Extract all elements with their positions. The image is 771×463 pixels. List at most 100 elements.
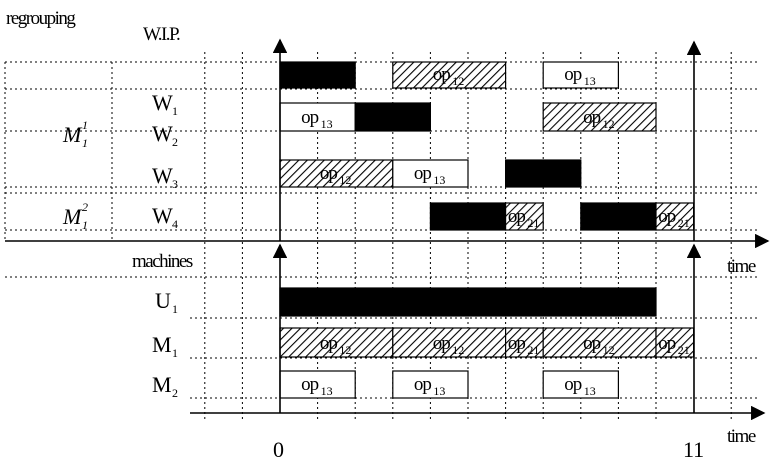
axes	[5, 38, 770, 421]
task-bar-fill	[392, 159, 469, 188]
task-op-label: op	[414, 374, 432, 395]
task-bar: op 13	[279, 102, 356, 132]
row-label-base: W	[152, 121, 173, 146]
task-bar: op 22	[429, 202, 507, 231]
task-op-subscript: 21	[678, 216, 690, 230]
task-bar: op 11	[505, 287, 582, 317]
row-label-m2: M 2	[152, 372, 178, 400]
task-bar-fill	[429, 287, 507, 317]
task-op-subscript: 11	[321, 302, 333, 316]
task-op-label: op	[508, 206, 526, 227]
task-op-label: op	[433, 64, 451, 85]
task-op-subscript: 13	[321, 117, 333, 131]
task-op-label: op	[376, 292, 394, 313]
task-op-subscript: 12	[339, 343, 351, 357]
task-bar-fill	[505, 287, 582, 317]
task-op-label: op	[602, 292, 620, 313]
task-op-label: op	[301, 374, 319, 395]
task-bar: op 11	[279, 287, 356, 317]
task-op-subscript: 22	[621, 216, 633, 230]
task-op-label: op	[583, 107, 601, 128]
task-bar: op 21	[505, 202, 544, 231]
task-op-label: op	[301, 107, 319, 128]
task-bar: op 12	[542, 327, 657, 358]
task-op-label: op	[508, 333, 526, 354]
row-label-m1: M 1	[152, 332, 178, 360]
task-op-subscript: 11	[396, 117, 408, 131]
row-label-base: M	[152, 332, 172, 357]
group-label-sup: 2	[82, 200, 88, 214]
task-bar: op 13	[542, 61, 620, 89]
task-op-label: op	[527, 163, 545, 184]
task-bar: op 12	[542, 102, 657, 132]
group-label-sub: 1	[82, 218, 88, 232]
task-bar: op 22	[580, 202, 657, 231]
row-label-sub: 2	[172, 386, 178, 400]
task-bar-fill	[542, 102, 657, 132]
task-op-subscript: 21	[527, 216, 539, 230]
task-bar: op 13	[542, 370, 620, 399]
task-bar-fill	[392, 61, 507, 89]
horizontal-grid	[5, 61, 760, 399]
row-label-base: W	[152, 203, 173, 228]
task-bar-fill	[505, 202, 544, 231]
task-bar: op 11	[354, 102, 432, 132]
task-bar: op 22	[429, 287, 507, 317]
task-bar: op 13	[392, 159, 469, 188]
task-bar-fill	[580, 287, 657, 317]
task-op-label: op	[301, 292, 319, 313]
task-op-label: op	[658, 333, 676, 354]
task-op-subscript: 12	[603, 343, 615, 357]
task-bar-fill	[580, 202, 657, 231]
group-label-base: M	[62, 204, 83, 229]
task-op-subscript: 22	[621, 302, 633, 316]
task-bar-fill	[542, 61, 620, 89]
time-label-upper: time	[727, 256, 756, 277]
task-bar: op 11	[354, 287, 432, 317]
task-bar-fill	[542, 370, 620, 399]
task-bar: op 11	[279, 61, 356, 89]
task-op-label: op	[564, 374, 582, 395]
task-op-subscript: 12	[339, 173, 351, 187]
row-label-w4: W 4	[152, 203, 178, 231]
task-bar: op 12	[392, 327, 507, 358]
task-op-subscript: 13	[433, 173, 445, 187]
tick-label-11: 11	[683, 437, 704, 462]
task-bar-fill	[279, 370, 356, 399]
row-label-sub: 4	[172, 217, 178, 231]
row-label-w1: W 1	[152, 90, 178, 118]
task-op-subscript: 21	[678, 343, 690, 357]
task-bar: op 12	[279, 327, 394, 358]
task-bar-fill	[392, 327, 507, 358]
task-op-subscript: 11	[396, 302, 408, 316]
task-bar: op 21	[505, 327, 544, 358]
task-bar-fill	[505, 327, 544, 358]
task-op-label: op	[376, 107, 394, 128]
task-op-subscript: 13	[584, 74, 596, 88]
row-label-sub: 1	[172, 346, 178, 360]
task-bar-fill	[279, 159, 394, 188]
task-bar-fill	[505, 159, 582, 188]
task-bar: op 22	[580, 287, 657, 317]
task-op-label: op	[564, 64, 582, 85]
task-op-subscript: 11	[546, 302, 558, 316]
row-label-w2: W 2	[152, 121, 178, 149]
row-label-u1: U 1	[155, 288, 178, 316]
task-op-subscript: 12	[603, 117, 615, 131]
row-label-sub: 1	[172, 104, 178, 118]
task-op-label: op	[320, 163, 338, 184]
task-bar-fill	[354, 102, 432, 132]
task-op-label: op	[320, 333, 338, 354]
task-op-subscript: 13	[321, 384, 333, 398]
task-op-label: op	[583, 333, 601, 354]
task-op-subscript: 11	[321, 74, 333, 88]
group-label-sub: 1	[82, 136, 88, 150]
task-bar: op 13	[392, 370, 469, 399]
row-label-base: U	[155, 288, 171, 313]
task-bar-fill	[392, 370, 469, 399]
task-op-label: op	[452, 206, 470, 227]
machines-header: machines	[132, 251, 193, 272]
row-label-sub: 2	[172, 135, 178, 149]
